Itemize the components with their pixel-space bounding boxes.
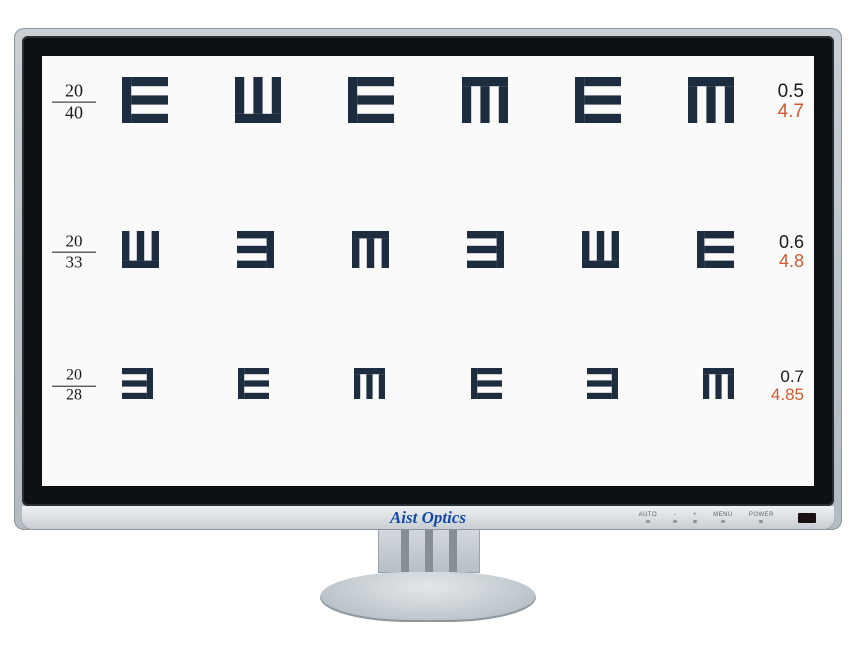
optotype xyxy=(467,231,504,273)
snellen-numerator: 20 xyxy=(52,368,96,385)
optotype xyxy=(122,368,153,404)
tumbling-e-icon xyxy=(703,368,734,399)
neck-slot xyxy=(401,530,409,572)
optotype xyxy=(575,77,621,128)
monitor-stand-base xyxy=(320,572,536,622)
snellen-denominator: 40 xyxy=(52,104,96,123)
tumbling-e-icon xyxy=(122,368,153,399)
acuity-labels: 0.54.7 xyxy=(752,82,804,122)
optotype xyxy=(688,77,734,128)
logmar-acuity: 4.85 xyxy=(752,386,804,404)
monitor-button-label: AUTO xyxy=(639,512,658,518)
decimal-acuity: 0.6 xyxy=(752,233,804,252)
optotype xyxy=(237,231,274,273)
monitor-button-auto[interactable]: AUTO xyxy=(639,512,658,523)
optotype xyxy=(703,368,734,404)
optotype xyxy=(122,77,168,128)
monitor-button-label: - xyxy=(674,512,677,518)
monitor-button-menu[interactable]: MENU xyxy=(713,512,733,523)
optotype xyxy=(697,231,734,273)
tumbling-e-icon xyxy=(238,368,269,399)
chart-row: 20280.74.85 xyxy=(42,371,814,402)
monitor-stand-neck xyxy=(378,530,480,573)
neck-slot xyxy=(449,530,457,572)
acuity-labels: 0.74.85 xyxy=(752,368,804,404)
monitor-button-power[interactable]: POWER xyxy=(749,512,774,523)
neck-slot xyxy=(425,530,433,572)
chart-row: 20400.54.7 xyxy=(42,79,814,125)
tumbling-e-icon xyxy=(462,77,508,123)
chart-row: 20330.64.8 xyxy=(42,234,814,271)
monitor-button-label: MENU xyxy=(713,512,733,518)
tumbling-e-icon xyxy=(122,77,168,123)
monitor-button-label: + xyxy=(693,512,697,518)
tumbling-e-icon xyxy=(697,231,734,268)
tumbling-e-icon xyxy=(237,231,274,268)
monitor-chin: Aist Optics AUTO-+MENUPOWER xyxy=(22,506,834,530)
tumbling-e-icon xyxy=(352,231,389,268)
snellen-fraction: 2033 xyxy=(52,233,96,272)
glyph-strip xyxy=(122,234,734,271)
eye-chart-screen: 20400.54.720330.64.820280.74.85 xyxy=(42,56,814,486)
monitor-button-dot-icon xyxy=(693,520,697,523)
optotype xyxy=(238,368,269,404)
optotype xyxy=(587,368,618,404)
tumbling-e-icon xyxy=(587,368,618,399)
optotype xyxy=(462,77,508,128)
snellen-numerator: 20 xyxy=(52,82,96,101)
monitor-button-+[interactable]: + xyxy=(693,512,697,523)
glyph-strip xyxy=(122,371,734,402)
tumbling-e-icon xyxy=(582,231,619,268)
monitor-button-dot-icon xyxy=(673,520,677,523)
tumbling-e-icon xyxy=(348,77,394,123)
optotype xyxy=(122,231,159,273)
monitor-button-dot-icon xyxy=(721,520,725,523)
monitor-button-label: POWER xyxy=(749,512,774,518)
optotype xyxy=(235,77,281,128)
tumbling-e-icon xyxy=(471,368,502,399)
monitor-button-dot-icon xyxy=(646,520,650,523)
snellen-fraction: 2040 xyxy=(52,82,96,123)
optotype xyxy=(354,368,385,404)
tumbling-e-icon xyxy=(688,77,734,123)
ir-sensor-icon xyxy=(798,513,816,523)
snellen-denominator: 33 xyxy=(52,254,96,272)
snellen-numerator: 20 xyxy=(52,233,96,251)
tumbling-e-icon xyxy=(467,231,504,268)
monitor-button-dot-icon xyxy=(759,520,763,523)
tumbling-e-icon xyxy=(354,368,385,399)
logmar-acuity: 4.8 xyxy=(752,252,804,271)
optotype xyxy=(582,231,619,273)
logmar-acuity: 4.7 xyxy=(752,102,804,122)
glyph-strip xyxy=(122,79,734,125)
tumbling-e-icon xyxy=(575,77,621,123)
tumbling-e-icon xyxy=(235,77,281,123)
optotype xyxy=(352,231,389,273)
acuity-labels: 0.64.8 xyxy=(752,233,804,271)
optotype xyxy=(471,368,502,404)
optotype xyxy=(348,77,394,128)
eye-chart: 20400.54.720330.64.820280.74.85 xyxy=(42,56,814,486)
tumbling-e-icon xyxy=(122,231,159,268)
product-stage: 20400.54.720330.64.820280.74.85 Aist Opt… xyxy=(0,0,857,655)
monitor-button--[interactable]: - xyxy=(673,512,677,523)
snellen-fraction: 2028 xyxy=(52,368,96,405)
monitor-button-row: AUTO - + MENU POWER xyxy=(639,512,774,523)
decimal-acuity: 0.5 xyxy=(752,82,804,102)
decimal-acuity: 0.7 xyxy=(752,368,804,386)
snellen-denominator: 28 xyxy=(52,388,96,405)
